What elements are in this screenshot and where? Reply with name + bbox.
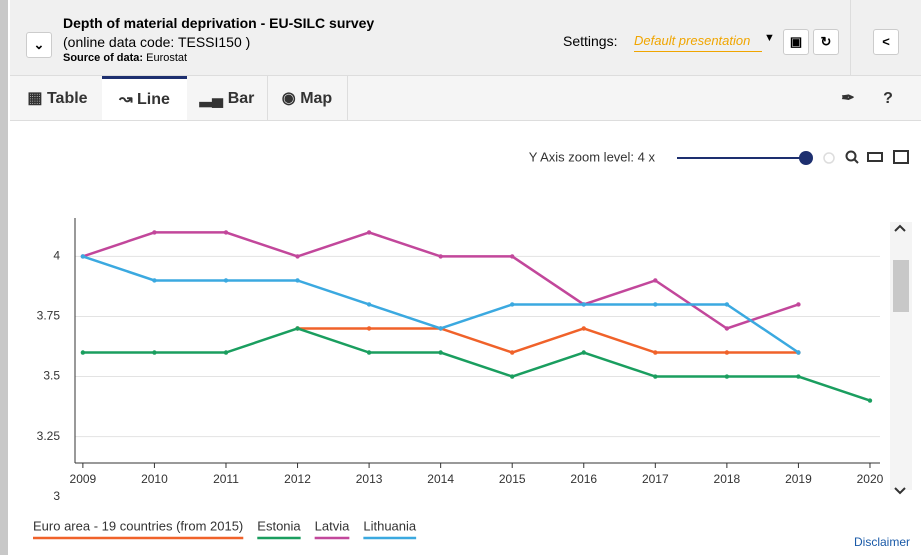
point: [223, 230, 229, 235]
point: [223, 350, 229, 355]
point: [510, 374, 515, 379]
scroll-thumb[interactable]: [893, 260, 909, 312]
x-tick-label: 2020: [857, 472, 884, 486]
point: [80, 254, 86, 259]
save-button[interactable]: ▣: [783, 29, 809, 55]
point: [796, 302, 801, 307]
point: [581, 326, 586, 331]
point: [295, 326, 300, 331]
x-tick-label: 2009: [70, 472, 97, 486]
point: [796, 374, 801, 379]
help-button[interactable]: ?: [883, 90, 893, 107]
title: Depth of material deprivation - EU-SILC …: [63, 15, 375, 31]
subtitle: (online data code: TESSI150 ): [63, 34, 251, 50]
point: [867, 398, 873, 403]
tab[interactable]: ▦ Table: [27, 90, 88, 107]
x-tick-label: 2014: [427, 472, 454, 486]
style-button[interactable]: ✒: [841, 90, 855, 107]
zoom-knob[interactable]: [799, 151, 813, 165]
point: [438, 254, 443, 259]
point: [581, 302, 586, 307]
y-tick-label: 3: [53, 489, 60, 503]
scroll-down[interactable]: [894, 487, 906, 495]
point: [510, 302, 515, 307]
point: [724, 374, 730, 379]
tab[interactable]: ◉ Map: [267, 76, 348, 120]
point: [581, 350, 586, 355]
refresh-button[interactable]: ↻: [813, 29, 839, 55]
share-button[interactable]: <: [873, 29, 899, 55]
tab-label: Bar: [227, 90, 255, 107]
point: [510, 254, 515, 259]
legend-label: Euro area - 19 countries (from 2015): [33, 518, 243, 533]
point: [653, 278, 658, 283]
point: [152, 278, 157, 283]
point: [796, 350, 801, 355]
x-tick-label: 2011: [213, 472, 239, 486]
point: [724, 302, 730, 307]
point: [653, 350, 658, 355]
tab-label: Map: [300, 90, 333, 107]
scroll-up[interactable]: [894, 224, 906, 232]
source: Source of data: Eurostat: [63, 52, 187, 64]
tab-active[interactable]: ↝ Line: [102, 76, 187, 120]
point: [366, 326, 372, 331]
y-tick-label: 3.5: [43, 369, 60, 383]
tab-label: Table: [46, 90, 88, 107]
y-tick-label: 3.75: [37, 309, 61, 323]
settings-caret[interactable]: ▼: [764, 32, 775, 44]
point: [295, 254, 300, 259]
header: ⌄ Depth of material deprivation - EU-SIL…: [10, 0, 921, 76]
disclaimer[interactable]: Disclaimer: [854, 535, 910, 549]
zoom-label: Y Axis zoom level: 4 x: [529, 149, 656, 164]
x-tick-label: 2012: [284, 472, 311, 486]
source-label: Source of data:: [63, 52, 144, 64]
point: [295, 278, 300, 283]
legend-label: Lithuania: [363, 518, 417, 533]
x-tick-label: 2015: [499, 472, 526, 486]
x-tick-label: 2010: [141, 472, 168, 486]
point: [438, 326, 443, 331]
x-tick-label: 2013: [356, 472, 383, 486]
tab[interactable]: ▂▄ Bar: [187, 76, 268, 120]
y-tick-label: 4: [53, 249, 60, 263]
point: [653, 374, 658, 379]
point: [366, 302, 372, 307]
image-icon[interactable]: [893, 150, 909, 164]
legend-label: Latvia: [315, 518, 350, 533]
point: [152, 350, 157, 355]
point: [152, 230, 157, 235]
settings-label: Settings:: [563, 33, 618, 49]
x-tick-label: 2018: [714, 472, 741, 486]
point: [724, 326, 730, 331]
legend-label: Estonia: [257, 518, 301, 533]
y-tick-label: 3.25: [37, 429, 61, 443]
zoom-icon[interactable]: [845, 150, 857, 162]
source-value: Eurostat: [146, 52, 188, 64]
x-tick-label: 2016: [570, 472, 597, 486]
series-line: [297, 327, 799, 354]
collapse-button[interactable]: ⌄: [26, 32, 52, 58]
point: [223, 278, 229, 283]
point: [80, 350, 86, 355]
point: [366, 350, 372, 355]
reset-icon[interactable]: [823, 152, 835, 164]
print-icon[interactable]: [867, 152, 883, 162]
tab-bar: ▦ Table ↝ Line ▂▄ Bar ◉ Map ✒ ?: [10, 76, 921, 121]
left-bar: [0, 0, 8, 555]
series-line: [82, 255, 800, 354]
point: [724, 350, 730, 355]
point: [510, 350, 515, 355]
x-tick-label: 2019: [785, 472, 812, 486]
tab-label: Line: [136, 91, 170, 108]
settings-value[interactable]: Default presentation: [634, 33, 762, 52]
point: [438, 350, 443, 355]
point: [366, 230, 372, 235]
series-line: [82, 327, 871, 402]
point: [653, 302, 658, 307]
x-tick-label: 2017: [642, 472, 669, 486]
